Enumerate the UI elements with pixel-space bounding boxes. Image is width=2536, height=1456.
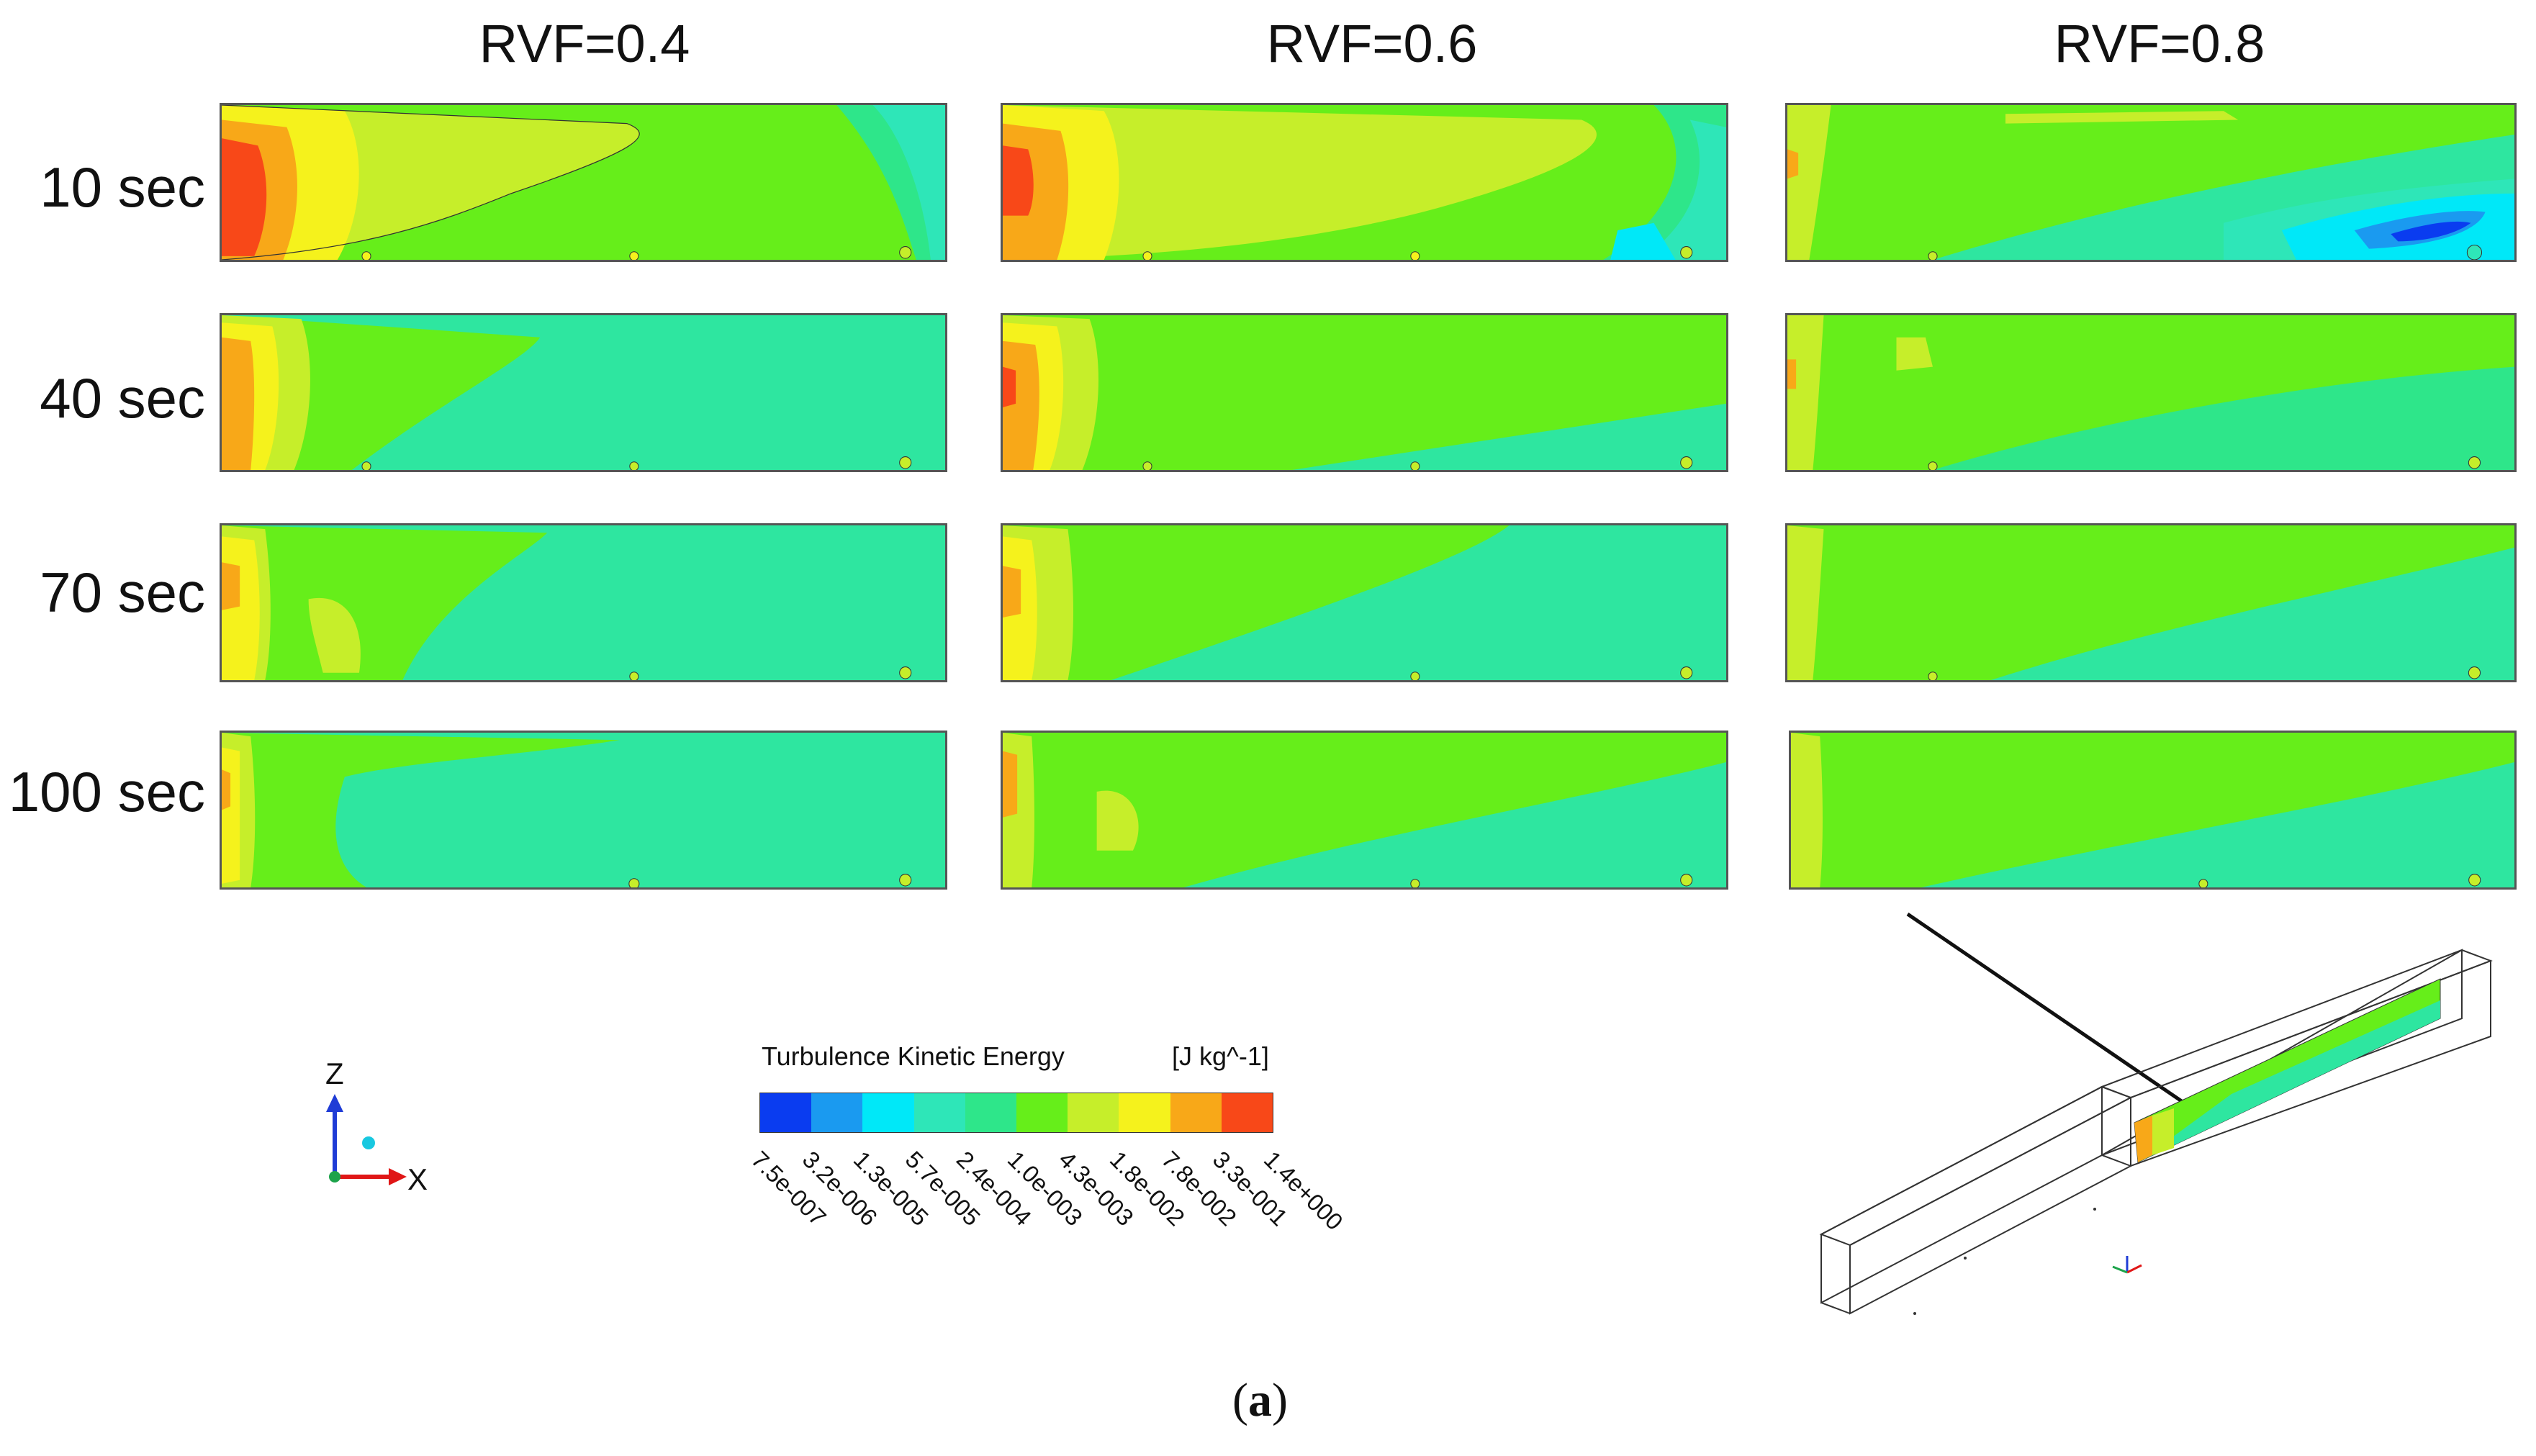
legend-unit: [J kg^-1]	[1172, 1041, 1269, 1071]
legend-swatch-0	[760, 1093, 812, 1132]
legend-swatch-5	[1016, 1093, 1068, 1132]
legend-swatch-1	[811, 1093, 863, 1132]
contour-panel-rvf08-100s	[1789, 731, 2517, 890]
contour-panel-rvf04-40s	[220, 313, 947, 472]
domain-3d-sketch	[1819, 912, 2493, 1315]
contour-panel-rvf08-70s	[1785, 523, 2517, 682]
column-header-rvf-0-6: RVF=0.6	[1266, 14, 1478, 73]
contour-panel-rvf06-10s	[1001, 103, 1728, 262]
legend-swatch-3	[913, 1093, 965, 1132]
column-header-rvf-0-4: RVF=0.4	[479, 14, 690, 73]
contour-panel-rvf06-40s	[1001, 313, 1728, 472]
row-label-100-sec: 100 sec	[8, 760, 205, 823]
axis-label-x: X	[407, 1162, 428, 1196]
figure-caption: (a)	[1232, 1373, 1288, 1428]
caption-open: (	[1232, 1374, 1248, 1426]
caption-close: )	[1271, 1374, 1288, 1426]
legend-swatch-7	[1119, 1093, 1170, 1132]
column-header-rvf-0-8: RVF=0.8	[2054, 14, 2265, 73]
contour-panel-rvf08-10s	[1785, 103, 2517, 262]
caption-letter: a	[1247, 1374, 1272, 1426]
legend-colorbar	[759, 1093, 1273, 1133]
legend-swatch-8	[1170, 1093, 1222, 1132]
legend-swatch-9	[1221, 1093, 1273, 1132]
axis-triad-icon	[326, 1094, 407, 1185]
contour-panel-rvf04-100s	[220, 731, 947, 890]
row-label-10-sec: 10 sec	[40, 155, 205, 219]
row-label-40-sec: 40 sec	[40, 366, 205, 430]
legend-swatch-2	[862, 1093, 914, 1132]
contour-panel-rvf04-10s	[220, 103, 947, 262]
contour-panel-rvf06-70s	[1001, 523, 1728, 682]
legend-title: Turbulence Kinetic Energy	[762, 1041, 1065, 1071]
legend-swatch-6	[1068, 1093, 1119, 1132]
contour-panel-rvf08-40s	[1785, 313, 2517, 472]
row-label-70-sec: 70 sec	[40, 561, 205, 624]
contour-panel-rvf06-100s	[1001, 731, 1728, 890]
legend-swatch-4	[965, 1093, 1017, 1132]
contour-panel-rvf04-70s	[220, 523, 947, 682]
axis-label-z: Z	[325, 1057, 344, 1090]
